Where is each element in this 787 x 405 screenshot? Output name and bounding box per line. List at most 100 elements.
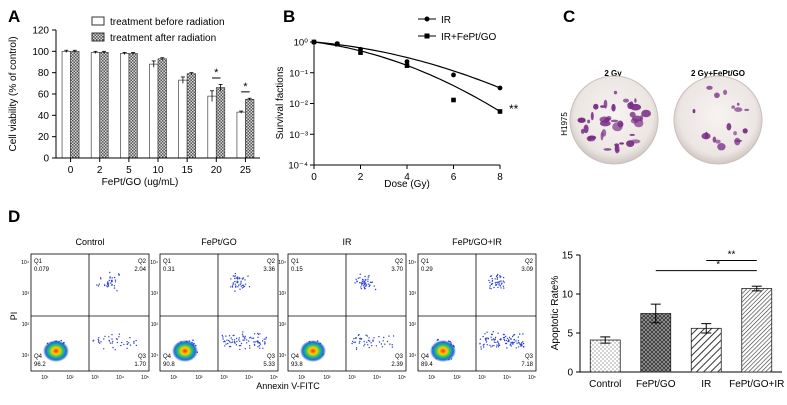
d-flow-event: [231, 286, 234, 288]
d-flow-event: [361, 278, 364, 281]
d-flow-q3-name: Q3: [525, 354, 534, 360]
d-flow-event: [107, 285, 110, 287]
c-colony-2gy: [587, 119, 591, 124]
d-flow-event: [254, 333, 256, 335]
d-flow-event: [505, 335, 507, 338]
a-legend-label-before: treatment before radiation: [110, 17, 225, 28]
d-flow-q2-name: Q2: [138, 259, 147, 265]
d-flow-event: [92, 340, 94, 342]
d-flow-q2-name: Q2: [525, 259, 534, 265]
d-flow-event: [496, 278, 498, 280]
c-colony-2gy: [614, 144, 620, 154]
d-flow-density-core: [300, 340, 326, 362]
b-x-tick-label: 8: [497, 172, 503, 183]
d2-significance-star: **: [728, 249, 736, 260]
d-flow-q4-value: 90.8: [163, 362, 175, 368]
d-flow-event: [225, 343, 227, 345]
d-flow-event: [133, 342, 135, 344]
d-flow-q3-name: Q3: [267, 354, 276, 360]
d-flow-y-tick-label: 10²: [409, 322, 417, 328]
d-flow-event: [372, 340, 374, 342]
d-flow-event: [503, 281, 505, 283]
c-colony-2gy: [634, 98, 637, 103]
d-flow-event: [495, 284, 497, 286]
d-flow-event: [505, 342, 508, 345]
c-dish-label-2gy: 2 Gy: [604, 69, 622, 78]
d-flow-event: [485, 341, 488, 343]
d-flow-x-tick-label: 10²: [323, 375, 331, 381]
panel-label-b: B: [283, 7, 295, 26]
c-colony-2gy: [593, 103, 599, 110]
d-flow-event: [522, 341, 524, 343]
d-flow-x-tick-label: 10¹: [428, 375, 436, 381]
b-y-tick-label: 10⁻²: [289, 99, 308, 110]
d-flow-event: [353, 338, 355, 340]
d-flow-event: [235, 285, 237, 287]
d-flow-event: [237, 281, 239, 284]
c-colony-2gy: [577, 117, 586, 123]
d-flow-event: [238, 345, 241, 347]
d-flow-event: [497, 273, 499, 276]
d-flow-event: [506, 337, 509, 340]
d-flow-event: [230, 286, 232, 288]
c-colony-2gy: [626, 140, 635, 148]
d-flow-event: [238, 277, 241, 280]
d-flow-event: [370, 342, 372, 344]
c-cell-line-label: H1975: [560, 112, 569, 136]
c-colony-2gy-feptgo: [733, 131, 737, 136]
d-flow-event: [120, 344, 122, 347]
d-flow-event: [497, 340, 499, 342]
a-y-tick-label: 40: [38, 111, 50, 122]
d-flow-event: [351, 340, 354, 343]
d-flow-q4-name: Q4: [291, 354, 300, 360]
c-colony-2gy-feptgo: [717, 143, 726, 151]
d-flow-event: [112, 346, 114, 349]
d-flow-event: [501, 282, 503, 284]
d-flow-event: [364, 283, 366, 285]
d-flow-event: [118, 333, 121, 335]
b-y-label: Survival factions: [275, 67, 286, 140]
a-x-tick-label: 0: [68, 165, 74, 176]
c-colony-2gy-feptgo: [692, 109, 696, 114]
d-flow-event: [483, 343, 485, 345]
c-colony-2gy-feptgo: [723, 89, 728, 96]
d-flow-event: [386, 340, 389, 343]
d-flow-event: [522, 342, 525, 345]
b-y-tick-label: 10⁻¹: [289, 68, 308, 79]
d-flow-event: [239, 348, 241, 351]
d-flow-event: [243, 285, 246, 288]
d-flow-density-core: [430, 340, 456, 362]
d-flow-event: [494, 278, 496, 280]
d-flow-y-tick-label: 10¹: [151, 353, 159, 359]
d-flow-event: [383, 336, 385, 339]
d-flow-q2-name: Q2: [267, 259, 276, 265]
d-flow-event: [355, 278, 357, 280]
d-flow-event: [502, 337, 505, 339]
d2-bar: [741, 288, 773, 373]
d-flow-x-tick-label: 10⁴: [116, 375, 124, 381]
b-point-ir-feptgo: [334, 41, 340, 47]
d-flow-event: [242, 286, 245, 288]
d-flow-event: [391, 346, 394, 348]
d-flow-event: [517, 336, 519, 338]
d-flow-event: [244, 338, 246, 340]
d-flow-event: [111, 284, 113, 286]
d-flow-event: [488, 279, 490, 282]
d-flow-event: [363, 286, 365, 289]
d-flow-event: [486, 331, 488, 333]
b-point-ir-feptgo: [358, 50, 363, 55]
d-flow-event: [491, 339, 493, 341]
d-flow-event: [522, 333, 524, 335]
d-flow-event: [232, 282, 234, 284]
d-flow-event: [371, 345, 373, 347]
d-flow-event: [490, 346, 492, 348]
d-flow-event: [113, 287, 116, 289]
d-flow-event: [259, 347, 261, 349]
d-flow-event: [244, 348, 246, 350]
d-flow-q3-value: 7.18: [521, 362, 533, 368]
d-flow-event: [259, 333, 261, 335]
c-colony-2gy: [641, 109, 651, 118]
d-flow-event: [494, 336, 497, 339]
d-flow-event: [240, 280, 242, 282]
